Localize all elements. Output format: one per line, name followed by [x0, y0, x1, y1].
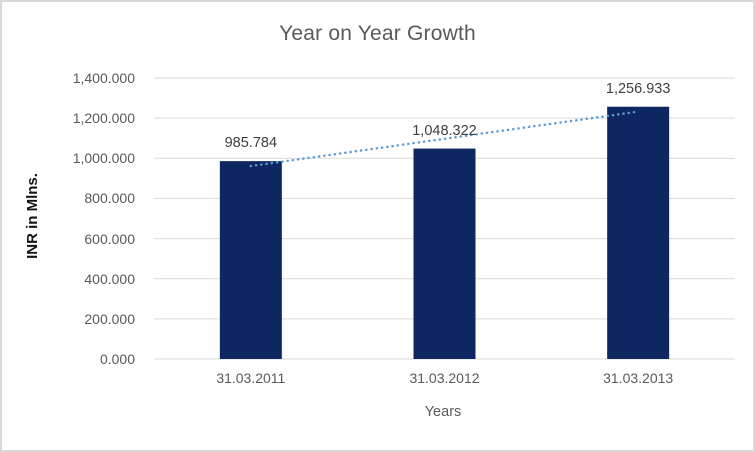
- trendline: [249, 110, 640, 168]
- y-tick-label: 0.000: [99, 351, 135, 367]
- x-category-label: 31.03.2011: [216, 370, 286, 386]
- y-tick-label: 400.000: [84, 270, 135, 287]
- x-axis-title: Years: [424, 404, 462, 420]
- y-tick-label: 1,200.000: [72, 110, 135, 127]
- bar: [607, 106, 670, 359]
- bar-data-label: 985.784: [224, 135, 278, 152]
- bar-data-label: 1,048.322: [412, 122, 477, 139]
- y-axis-title: INR in Mlns.: [24, 173, 41, 259]
- y-tick-label: 800.000: [84, 190, 135, 207]
- x-category-label: 31.03.2013: [603, 370, 674, 386]
- bar: [413, 148, 476, 359]
- bar: [219, 161, 282, 359]
- y-tick-label: 1,400.000: [72, 70, 135, 86]
- x-category-label: 31.03.2012: [409, 370, 480, 386]
- chart-title: Year on Year Growth: [279, 22, 476, 45]
- y-tick-label: 600.000: [84, 230, 135, 247]
- y-tick-label: 1,000.000: [72, 150, 135, 167]
- y-tick-label: 200.000: [84, 310, 135, 327]
- bar-data-label: 1,256.933: [605, 80, 671, 97]
